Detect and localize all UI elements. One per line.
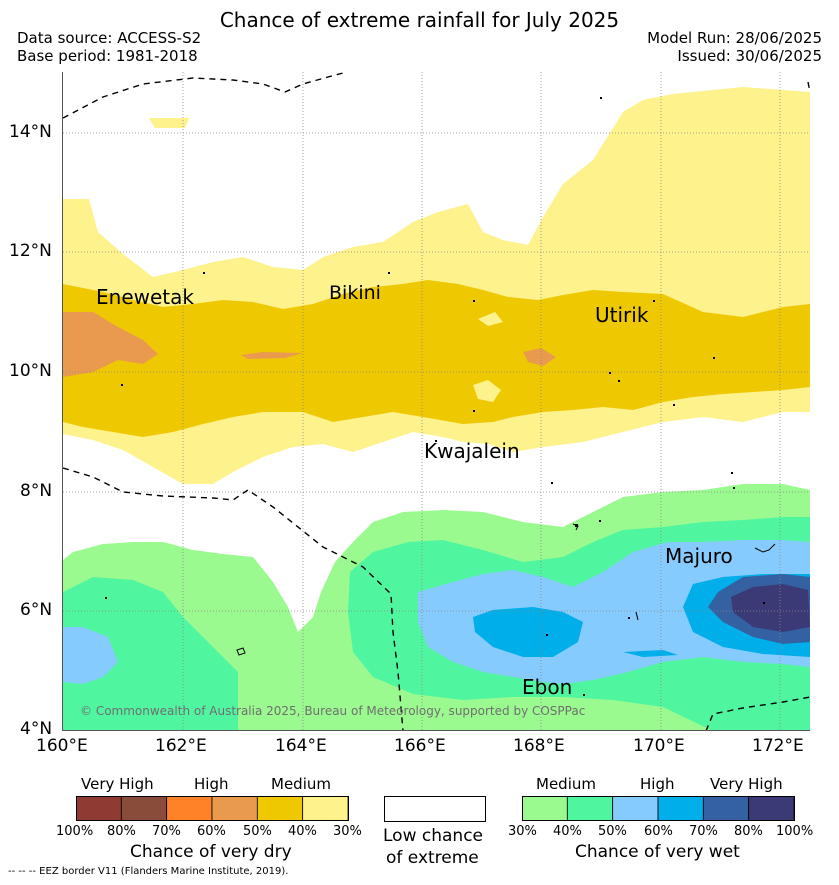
wet-pct-70: 70% bbox=[689, 824, 718, 839]
lon-label-170e: 170°E bbox=[633, 736, 685, 756]
eez-border bbox=[63, 72, 810, 731]
wet-swatch-0 bbox=[522, 796, 568, 821]
dry-legend-caption: Chance of very dry bbox=[130, 842, 292, 862]
dry-legend-very-high: Very High bbox=[81, 775, 154, 793]
dry-swatch-3 bbox=[211, 796, 258, 821]
dry-pct-70: 70% bbox=[152, 824, 181, 839]
dry-pct-80: 80% bbox=[107, 824, 136, 839]
wet-pct-60: 60% bbox=[644, 824, 673, 839]
dry-colorbar bbox=[76, 796, 349, 821]
lon-label-164e: 164°E bbox=[275, 736, 327, 756]
wet-swatch-2 bbox=[612, 796, 659, 821]
dry-swatch-5 bbox=[302, 796, 349, 821]
lon-label-166e: 166°E bbox=[394, 736, 446, 756]
dry-pct-100: 100% bbox=[56, 824, 94, 839]
islands bbox=[105, 97, 776, 696]
wet-swatch-3 bbox=[657, 796, 704, 821]
place-label-enewetak: Enewetak bbox=[96, 285, 194, 309]
map-canvas bbox=[63, 72, 810, 731]
lon-label-162e: 162°E bbox=[155, 736, 207, 756]
base-period-text: Base period: 1981-2018 bbox=[17, 47, 198, 65]
wet-legend-very-high: Very High bbox=[710, 775, 783, 793]
data-source-text: Data source: ACCESS-S2 bbox=[17, 29, 202, 47]
wet-very-high-zone bbox=[731, 584, 810, 632]
lon-label-160e: 160°E bbox=[36, 736, 88, 756]
dry-swatch-0 bbox=[76, 796, 122, 821]
lat-label-4n: 4°N bbox=[20, 719, 53, 739]
neutral-swatch bbox=[384, 796, 486, 822]
dry-high-zone bbox=[63, 312, 556, 377]
issued-text: Issued: 30/06/2025 bbox=[677, 47, 822, 65]
dry-pct-60: 60% bbox=[197, 824, 226, 839]
lon-label-168e: 168°E bbox=[513, 736, 565, 756]
dry-medium-zone bbox=[63, 280, 810, 437]
wet-swatch-5 bbox=[748, 796, 795, 821]
wet-pct-80: 80% bbox=[734, 824, 763, 839]
place-label-majuro: Majuro bbox=[665, 544, 733, 568]
dry-swatch-2 bbox=[166, 796, 213, 821]
wet-pct-40: 40% bbox=[553, 824, 582, 839]
place-label-kwajalein: Kwajalein bbox=[424, 439, 520, 463]
neutral-caption-line1: Low chance bbox=[383, 826, 483, 846]
place-label-bikini: Bikini bbox=[329, 282, 381, 304]
neutral-caption-line2: of extreme bbox=[386, 848, 479, 868]
model-run-text: Model Run: 28/06/2025 bbox=[647, 29, 822, 47]
dry-legend-medium: Medium bbox=[271, 775, 331, 793]
dry-pct-30: 30% bbox=[333, 824, 362, 839]
map-panel: Enewetak Bikini Utirik Kwajalein Majuro … bbox=[63, 72, 810, 731]
eez-footnote: -- -- -- EEZ border V11 (Flanders Marine… bbox=[8, 866, 289, 877]
wet-legend-caption: Chance of very wet bbox=[575, 842, 740, 862]
wet-swatch-1 bbox=[566, 796, 614, 821]
dry-pct-50: 50% bbox=[243, 824, 272, 839]
lon-label-172e: 172°E bbox=[752, 736, 804, 756]
place-label-utirik: Utirik bbox=[595, 303, 649, 327]
copyright-notice: © Commonwealth of Australia 2025, Bureau… bbox=[80, 704, 586, 718]
map-title: Chance of extreme rainfall for July 2025 bbox=[219, 8, 620, 32]
lat-label-14n: 14°N bbox=[9, 122, 52, 142]
dry-swatch-1 bbox=[120, 796, 168, 821]
place-label-ebon: Ebon bbox=[522, 675, 573, 699]
wet-legend-medium: Medium bbox=[536, 775, 596, 793]
wet-swatch-4 bbox=[702, 796, 750, 821]
lat-label-8n: 8°N bbox=[20, 481, 53, 501]
lat-label-6n: 6°N bbox=[20, 600, 53, 620]
wet-colorbar bbox=[522, 796, 795, 821]
wet-pct-30: 30% bbox=[508, 824, 537, 839]
map-frame bbox=[62, 72, 810, 731]
dry-swatch-4 bbox=[256, 796, 304, 821]
lat-label-10n: 10°N bbox=[9, 361, 52, 381]
lat-label-12n: 12°N bbox=[9, 241, 52, 261]
dry-pct-40: 40% bbox=[288, 824, 317, 839]
wet-legend-high: High bbox=[640, 775, 675, 793]
gridlines bbox=[63, 72, 810, 731]
wet-pct-50: 50% bbox=[598, 824, 627, 839]
wet-pct-100: 100% bbox=[776, 824, 814, 839]
dry-legend-high: High bbox=[194, 775, 229, 793]
